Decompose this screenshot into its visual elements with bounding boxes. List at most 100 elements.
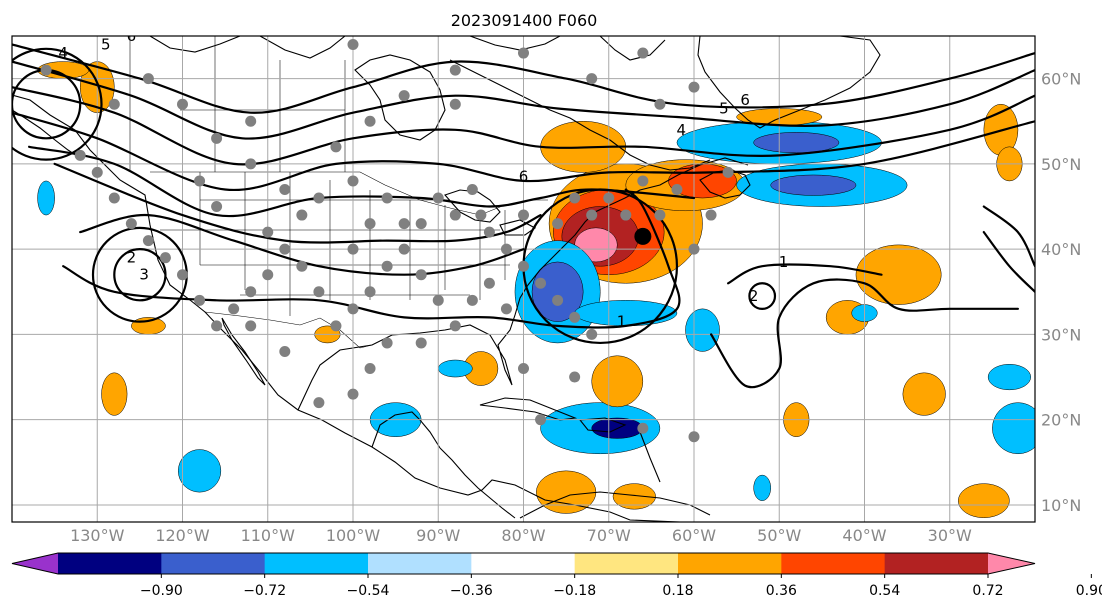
station-dot-54 [552,218,564,230]
closed-contour-3 [12,47,103,161]
station-dot-47 [262,226,274,238]
station-dot-5 [279,183,291,195]
station-dot-23 [466,294,478,306]
station-dot-29 [364,286,376,298]
lon-tick-label-10: 30°W [928,526,972,545]
station-dot-50 [398,218,410,230]
map-frame [11,35,1036,523]
station-dot-13 [466,183,478,195]
station-dot-43 [125,218,137,230]
station-dot-66 [535,414,547,426]
station-dot-89 [177,98,188,110]
colorbar-bin-8 [884,553,989,574]
lon-tick-label-4: 90°W [416,526,460,545]
anomaly-region-20 [902,372,946,416]
station-dot-76 [245,320,257,332]
lon-tick-label-3: 100°W [326,526,381,545]
contour-label-0: 1 [779,253,789,271]
station-dot-56 [603,192,615,204]
contour-label-11: 6 [127,27,137,45]
anomaly-region-40 [753,474,771,501]
colorbar-bin-6 [678,553,782,574]
colorbar-bin-3 [368,553,472,574]
station-dot-41 [159,252,171,264]
contour-label-3: 2 [127,249,137,267]
lon-tick-label-7: 60°W [672,526,716,545]
us-state-grid [160,172,510,316]
colorbar-extend-low [12,553,58,574]
contour-9 [727,263,883,285]
station-dot-1 [142,73,154,85]
station-dot-87 [211,132,223,144]
station-markers [40,39,734,443]
lat-tick-label-1: 20°N [1041,411,1081,430]
cuba [479,397,578,421]
station-dot-64 [688,243,700,255]
station-dot-8 [347,175,359,187]
anomaly-region-30 [101,372,128,416]
station-dot-48 [296,209,308,221]
station-dot-51 [432,192,444,204]
station-dot-3 [211,201,223,213]
colorbar-label-1: −0.72 [243,583,286,599]
station-dot-69 [518,363,529,375]
anomaly-region-11 [753,132,840,154]
station-dot-78 [518,47,529,59]
anomaly-region-34 [992,402,1035,455]
colorbar-extend-high [988,553,1035,574]
station-dot-9 [364,218,376,230]
lon-tick-label-5: 80°W [501,526,545,545]
station-dot-73 [347,388,359,400]
station-dot-74 [313,397,325,409]
contour-label-9: 4 [58,44,68,62]
contour-6 [79,213,525,276]
lon-tick-label-6: 70°W [587,526,631,545]
anomaly-region-16 [591,355,644,408]
station-dot-11 [415,218,427,230]
station-dot-12 [449,209,461,221]
station-dot-18 [552,294,564,306]
anomaly-region-39 [438,359,473,378]
station-dot-72 [364,363,376,375]
colorbar-bin-5 [574,553,679,574]
contour-label-10: 5 [101,36,111,54]
station-dot-14 [483,226,495,238]
station-dot-68 [688,431,700,443]
colorbar-outline [11,552,1036,575]
colorbar: −0.90 −0.72 −0.54 −0.36 −0.18 0.18 0.36 0.54 0.7… [11,552,1102,599]
lat-tick-label-0: 10°N [1041,496,1081,515]
contour-11 [982,231,1035,293]
labrador-coast [449,59,711,171]
station-dot-75 [279,345,291,357]
anomaly-region-33 [177,449,222,493]
station-dot-82 [654,98,666,110]
contour-label-1: 1 [617,313,627,331]
station-dot-86 [245,115,257,127]
contour-label-7: 6 [740,91,750,109]
station-dot-19 [569,311,581,323]
station-dot-10 [381,192,393,204]
canada-province-borders [129,36,346,172]
arctic-islands [149,36,666,61]
contour-3 [12,111,1035,192]
station-dot-32 [313,286,325,298]
anomaly-region-38 [37,180,55,216]
closed-contour-5 [748,282,777,310]
colorbar-label-2: −0.54 [347,583,390,599]
station-dot-26 [415,269,427,281]
contour-8 [710,278,1019,389]
contour-10 [982,205,1035,268]
station-dot-61 [586,209,598,221]
station-dot-81 [688,81,700,93]
colorbar-label-9: 0.90 [1076,583,1102,599]
station-dot-7 [330,141,342,153]
colorbar-bin-7 [781,553,886,574]
station-dot-52 [475,209,487,221]
station-dot-21 [500,303,512,315]
colorbar-label-5: 0.18 [662,583,693,599]
contour-label-2: 2 [749,287,759,305]
central-america [439,447,516,519]
station-dot-83 [449,98,461,110]
colorbar-label-4: −0.18 [553,583,596,599]
station-dot-22 [483,277,495,289]
